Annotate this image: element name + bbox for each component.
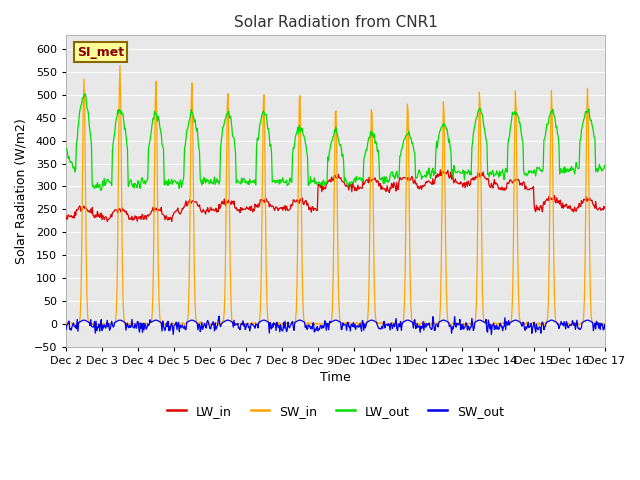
Text: SI_met: SI_met — [77, 46, 124, 59]
Legend: LW_in, SW_in, LW_out, SW_out: LW_in, SW_in, LW_out, SW_out — [162, 400, 509, 423]
Title: Solar Radiation from CNR1: Solar Radiation from CNR1 — [234, 15, 438, 30]
X-axis label: Time: Time — [321, 372, 351, 384]
Y-axis label: Solar Radiation (W/m2): Solar Radiation (W/m2) — [15, 118, 28, 264]
